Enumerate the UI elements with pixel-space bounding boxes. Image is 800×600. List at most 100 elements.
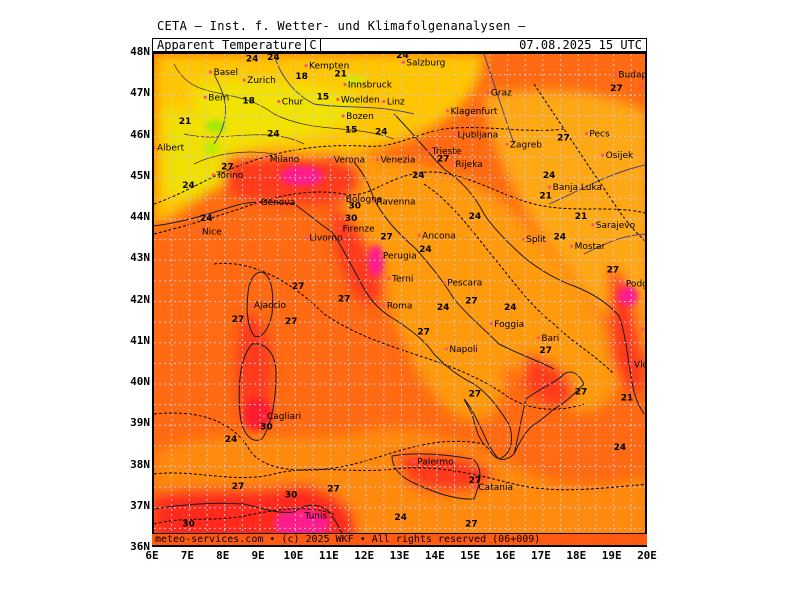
- contour-value-label: 27: [221, 163, 234, 173]
- contour-value-label: 27: [557, 134, 570, 144]
- isotherm-24-adriatic: [423, 183, 615, 375]
- city-marker: Salzburg: [401, 58, 445, 68]
- city-dot: [548, 185, 552, 189]
- city-dot: [569, 244, 574, 248]
- city-name: Pecs: [589, 130, 610, 140]
- city-dot: [208, 70, 213, 74]
- contour-value-label: 27: [437, 154, 450, 164]
- city-name: Salzburg: [406, 58, 445, 68]
- latitude-tick-label: 36N: [130, 540, 150, 553]
- latitude-tick-label: 41N: [130, 333, 150, 347]
- longitude-tick-label: 20E: [637, 549, 657, 562]
- contour-value-label: 24: [200, 214, 213, 224]
- copyright-footer: meteo-services.com • (c) 2025 WKF • All …: [152, 533, 647, 546]
- city-dot: [211, 173, 215, 177]
- tunis-hotspot: [274, 509, 330, 539]
- city-dot: [601, 153, 605, 157]
- contour-value-label: 27: [380, 233, 393, 243]
- contour-value-label: 27: [469, 389, 482, 399]
- longitude-tick-label: 6E: [145, 549, 159, 562]
- milano-hotspot: [280, 166, 324, 186]
- city-dot: [277, 99, 281, 104]
- contour-value-label: 15: [345, 125, 358, 135]
- city-marker: Budapest: [613, 71, 647, 81]
- contour-value-label: 30: [345, 214, 358, 224]
- city-name: Verona: [334, 156, 365, 166]
- contour-value-label: 30: [182, 519, 195, 529]
- city-marker: Bari: [536, 334, 559, 344]
- contour-value-label: 21: [621, 394, 634, 404]
- adriatic-west-coastline: [353, 161, 555, 370]
- city-dot: [304, 63, 308, 68]
- city-dot: [343, 82, 347, 87]
- city-dot: [197, 229, 201, 233]
- temperature-field: [154, 54, 645, 545]
- city-dot: [442, 280, 446, 285]
- innsbruck-green-spot: [342, 76, 366, 84]
- city-dot: [489, 322, 493, 326]
- city-dot: [255, 200, 260, 204]
- city-name: Rijeka: [455, 160, 482, 170]
- contour-value-label: 15: [317, 92, 330, 102]
- city-dot: [249, 303, 253, 307]
- city-marker: Chur: [277, 97, 304, 107]
- city-name: Albert: [157, 144, 185, 154]
- city-name: Torino: [215, 171, 243, 181]
- city-marker: Torino: [211, 171, 244, 181]
- apulia-red-zone: [524, 354, 574, 407]
- city-name: Budapest: [618, 71, 647, 81]
- italy-coastline: [154, 201, 585, 460]
- contour-value-label: 24: [375, 127, 388, 137]
- cagliari-hot-spot: [244, 398, 272, 430]
- contour-value-label: 27: [338, 295, 351, 305]
- city-dot: [427, 149, 431, 153]
- contour-value-label: 21: [539, 191, 552, 201]
- city-name: Perugia: [383, 252, 417, 262]
- tuscany-red-zone: [332, 204, 385, 305]
- city-dot: [640, 84, 644, 88]
- city-marker: Pecs: [584, 130, 610, 140]
- city-marker: Tirana: [641, 325, 645, 335]
- contour-value-label: 27: [327, 484, 340, 494]
- city-dot: [584, 132, 589, 136]
- contour-value-label: 27: [292, 282, 305, 292]
- latitude-tick-label: 37N: [130, 498, 150, 512]
- city-marker: Milano: [265, 155, 300, 165]
- city-name: Split: [526, 235, 546, 245]
- city-dot: [341, 197, 345, 201]
- city-name: Palermo: [417, 458, 454, 468]
- city-marker: Split: [521, 235, 547, 245]
- city-name: Genova: [261, 198, 296, 208]
- city-dot: [613, 73, 618, 77]
- city-marker: Genova: [255, 198, 296, 208]
- city-marker: Perugia: [378, 252, 417, 262]
- alps-green-spot: [206, 120, 226, 132]
- city-dot: [505, 142, 509, 146]
- central-italy-orange-zone: [381, 234, 505, 421]
- city-name: Ljubljana: [458, 130, 499, 140]
- city-dot: [371, 200, 375, 204]
- city-dot: [401, 60, 405, 64]
- city-marker: Pescara: [442, 279, 482, 289]
- city-name: Graz: [491, 88, 512, 98]
- contour-value-label: 24: [394, 513, 407, 523]
- contour-value-label: 24: [246, 54, 259, 64]
- contour-value-label: 24: [554, 233, 567, 243]
- city-dot: [591, 223, 595, 227]
- city-marker: Zagreb: [505, 140, 542, 150]
- city-name: Innsbruck: [348, 81, 393, 91]
- contour-value-label: 27: [465, 297, 478, 307]
- city-name: Woelden: [341, 95, 380, 105]
- variable-name: Apparent_Temperature: [157, 38, 302, 52]
- city-name: Trieste: [431, 147, 462, 157]
- temperature-map: Basel Zurich Kempten Salzburg BudapestSzeged…: [154, 54, 647, 545]
- city-dot: [265, 157, 269, 161]
- contour-value-label: 24: [504, 303, 517, 313]
- city-dot: [473, 485, 477, 489]
- contour-value-label: 24: [267, 54, 280, 63]
- city-dot: [378, 254, 382, 258]
- contour-value-label: 21: [334, 70, 347, 80]
- city-marker: Ancona: [417, 232, 456, 242]
- latitude-tick-label: 44N: [130, 210, 150, 223]
- city-marker: Linz: [382, 97, 405, 107]
